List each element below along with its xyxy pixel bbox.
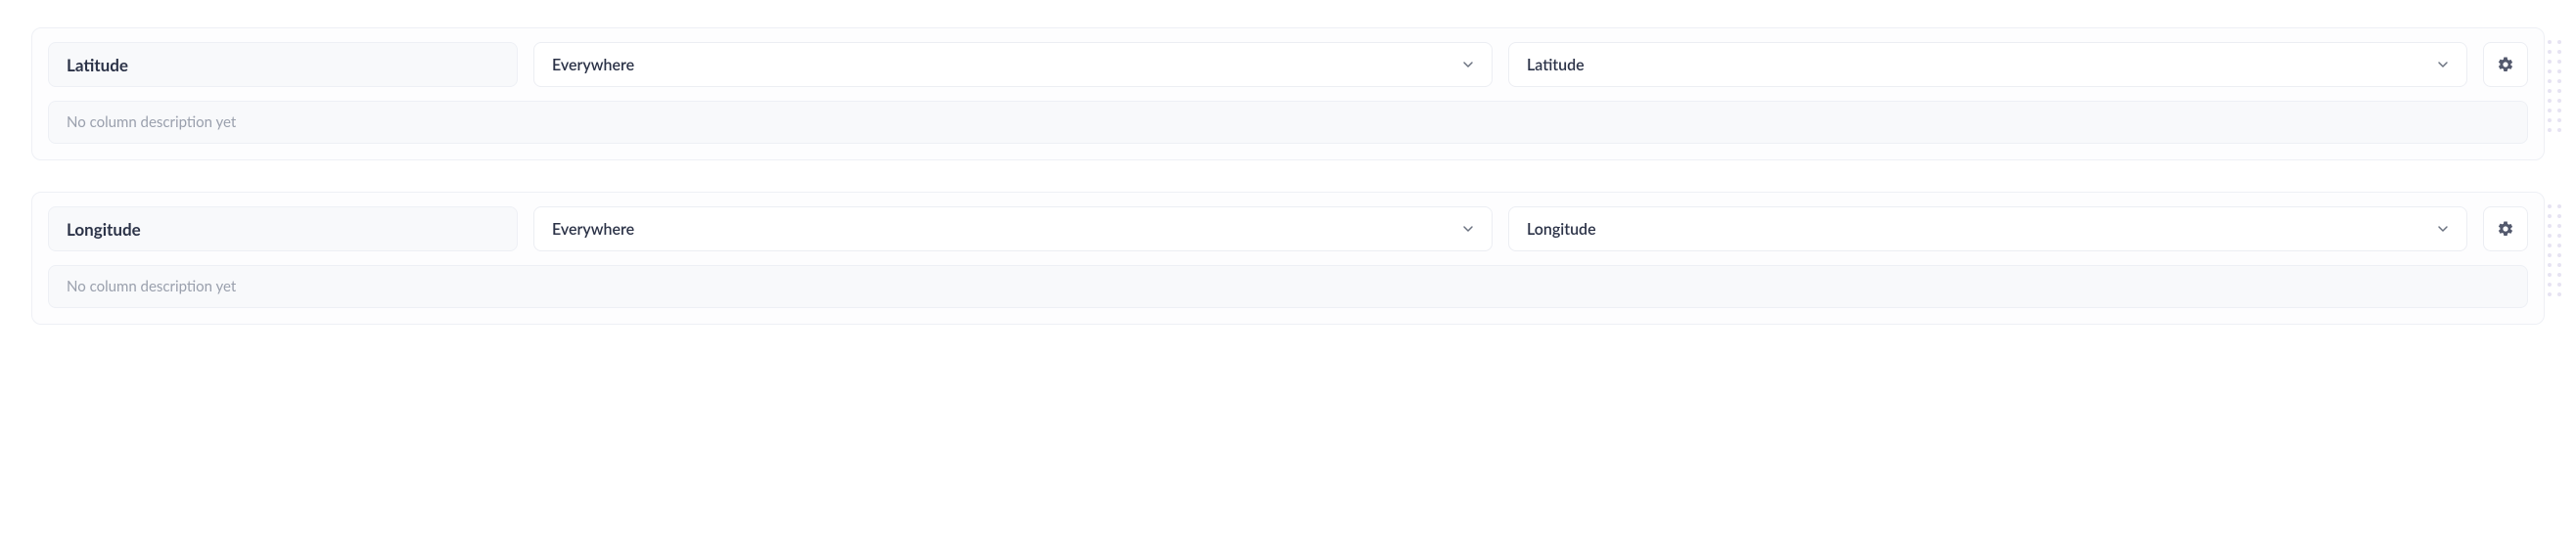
column-description-placeholder: No column description yet (67, 113, 236, 131)
column-name-input[interactable]: Latitude (48, 42, 518, 87)
column-name-text: Longitude (67, 219, 141, 240)
chevron-down-icon (1460, 57, 1476, 72)
column-description-input[interactable]: No column description yet (48, 265, 2528, 308)
drag-handle[interactable] (2548, 204, 2561, 312)
semantic-type-select-value: Longitude (1527, 220, 1596, 239)
visibility-select-value: Everywhere (552, 220, 634, 239)
semantic-type-select[interactable]: Longitude (1508, 206, 2467, 251)
column-settings-button[interactable] (2483, 206, 2528, 251)
column-settings-button[interactable] (2483, 42, 2528, 87)
column-name-text: Latitude (67, 55, 128, 75)
chevron-down-icon (2435, 57, 2451, 72)
chevron-down-icon (2435, 221, 2451, 237)
column-card: Latitude Everywhere Latitude (31, 27, 2545, 160)
drag-handle[interactable] (2548, 40, 2561, 148)
column-description-input[interactable]: No column description yet (48, 101, 2528, 144)
gear-icon (2497, 56, 2514, 73)
column-name-input[interactable]: Longitude (48, 206, 518, 251)
visibility-select-value: Everywhere (552, 56, 634, 74)
visibility-select[interactable]: Everywhere (533, 42, 1493, 87)
semantic-type-select[interactable]: Latitude (1508, 42, 2467, 87)
columns-list: Latitude Everywhere Latitude (0, 0, 2576, 352)
column-card: Longitude Everywhere Longitude (31, 192, 2545, 325)
visibility-select[interactable]: Everywhere (533, 206, 1493, 251)
column-card-row: Longitude Everywhere Longitude (48, 206, 2528, 251)
semantic-type-select-value: Latitude (1527, 56, 1585, 74)
chevron-down-icon (1460, 221, 1476, 237)
column-description-placeholder: No column description yet (67, 278, 236, 295)
column-card-row: Latitude Everywhere Latitude (48, 42, 2528, 87)
gear-icon (2497, 220, 2514, 238)
